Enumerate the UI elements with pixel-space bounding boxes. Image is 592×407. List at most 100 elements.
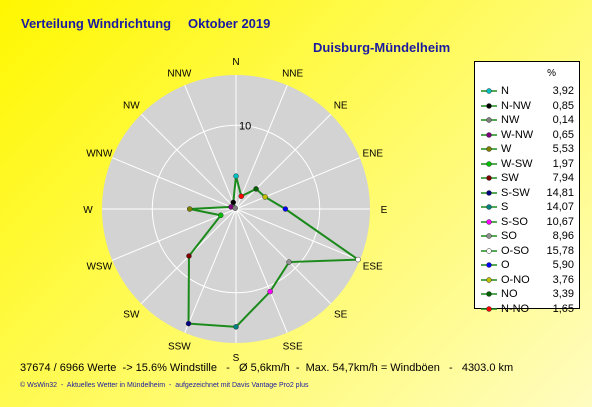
rose-ring: [151, 124, 321, 294]
data-point-nnw: [230, 199, 237, 206]
legend-row: O-NO 3,76: [475, 273, 579, 287]
data-point-nne: [238, 193, 245, 199]
data-point-nw: [232, 205, 238, 211]
direction-label: NNE: [282, 68, 303, 79]
direction-label: SW: [123, 310, 140, 321]
legend-label: NO: [501, 288, 518, 300]
legend-label: O: [501, 259, 510, 271]
chart-title: Verteilung Windrichtung: [21, 16, 172, 31]
legend-row: N-NW 0,85: [475, 99, 579, 113]
legend-row: O 5,90: [475, 258, 579, 272]
legend-row: N 3,92: [475, 84, 579, 98]
legend-label: SO: [501, 230, 517, 242]
legend-value: 14,81: [546, 186, 574, 199]
direction-label: ESE: [363, 262, 383, 273]
legend-value: 1,65: [552, 302, 574, 315]
legend-row: NW 0,14: [475, 113, 579, 127]
direction-label: SSE: [283, 342, 303, 353]
footer-stats: 37674 / 6966 Werte -> 15.6% Windstille -…: [20, 362, 514, 374]
data-point-s: [233, 324, 239, 330]
legend-swatch: [481, 218, 497, 225]
legend-row: S 14,07: [475, 200, 579, 214]
legend-value: 0,85: [552, 99, 574, 112]
direction-label: SE: [334, 310, 348, 321]
legend-row: NO 3,39: [475, 287, 579, 301]
direction-label: WNW: [86, 148, 113, 159]
data-point-e: [282, 206, 289, 212]
ring-label: 10: [239, 120, 251, 132]
legend-swatch: [481, 88, 497, 94]
legend-label: S-SW: [501, 186, 530, 199]
legend-label: O-NO: [501, 273, 530, 286]
legend-value: 3,76: [552, 273, 574, 286]
data-point-w: [186, 206, 193, 212]
data-point-ne: [253, 186, 259, 192]
legend-row: W 5,53: [475, 142, 579, 156]
chart-period: Oktober 2019: [188, 16, 271, 31]
direction-label: WSW: [86, 262, 112, 273]
legend-label: N-NW: [501, 99, 531, 112]
legend-swatch: [481, 117, 497, 123]
direction-label: E: [381, 205, 388, 216]
legend-swatch: [481, 204, 497, 210]
legend-label: W: [501, 143, 512, 155]
direction-label: NE: [334, 100, 348, 111]
rose-spoke: [140, 113, 237, 210]
legend-row: SW 7,94: [475, 171, 579, 185]
legend-value: 7,94: [552, 172, 574, 184]
legend-value: 0,14: [552, 114, 574, 126]
legend-label: SW: [501, 172, 519, 184]
legend-value: 8,96: [552, 230, 574, 242]
legend-row: W-NW 0,65: [475, 128, 579, 142]
rose-spoke: [235, 157, 360, 210]
legend-label: N: [501, 85, 509, 97]
data-point-ssw: [185, 320, 192, 327]
legend-row: S-SW 14,81: [475, 186, 579, 200]
data-point-ene: [262, 194, 268, 200]
rose-spoke: [235, 113, 332, 210]
legend-value: 1,97: [552, 157, 574, 170]
direction-label: W: [83, 205, 93, 216]
legend-row: SO 8,96: [475, 229, 579, 243]
legend-value: 5,90: [552, 259, 574, 271]
legend-label: O-SO: [501, 244, 530, 257]
rose-spoke: [235, 208, 332, 305]
data-point-sw: [186, 253, 192, 259]
rose-spoke: [235, 208, 360, 261]
legend-value: 3,92: [552, 85, 574, 97]
data-point-wsw: [218, 212, 224, 219]
legend-row: S-SO 10,67: [475, 215, 579, 229]
data-point-ese: [355, 256, 361, 263]
rose-spoke: [112, 208, 237, 261]
legend-row: N-NO 1,65: [475, 302, 579, 316]
legend-row: W-SW 1,97: [475, 157, 579, 171]
legend-box: % N 3,92 N-NW 0,85 NW 0,14 W-NW 0,65 W 5,53 W-SW 1,…: [474, 61, 580, 315]
legend-value: 15,78: [546, 244, 574, 257]
legend-label: W-NW: [501, 128, 534, 141]
data-point-sse: [267, 288, 273, 295]
legend-swatch: [481, 131, 497, 138]
legend-swatch: [481, 146, 497, 152]
legend-swatch: [481, 305, 497, 312]
station-name: Duisburg-Mündelheim: [313, 40, 451, 55]
direction-label: SSW: [168, 342, 191, 353]
data-point-se: [286, 259, 292, 265]
legend-label: S-SO: [501, 215, 528, 228]
legend-label: NW: [501, 114, 520, 126]
legend-swatch: [481, 233, 497, 239]
direction-label: N: [232, 57, 239, 68]
legend-swatch: [481, 247, 497, 254]
legend-value: 5,53: [552, 143, 574, 155]
legend-swatch: [481, 102, 497, 109]
rose-spoke: [184, 85, 237, 210]
legend-swatch: [481, 276, 497, 283]
legend-unit: %: [547, 68, 556, 79]
footer-credit: © WsWin32 - Aktuelles Wetter in Mündelhe…: [20, 382, 309, 389]
legend-swatch: [481, 160, 497, 167]
rose-spoke: [235, 85, 288, 210]
legend-swatch: [481, 262, 497, 268]
data-point-n: [233, 173, 239, 179]
direction-label: S: [233, 353, 240, 364]
rose-spoke: [235, 208, 288, 333]
